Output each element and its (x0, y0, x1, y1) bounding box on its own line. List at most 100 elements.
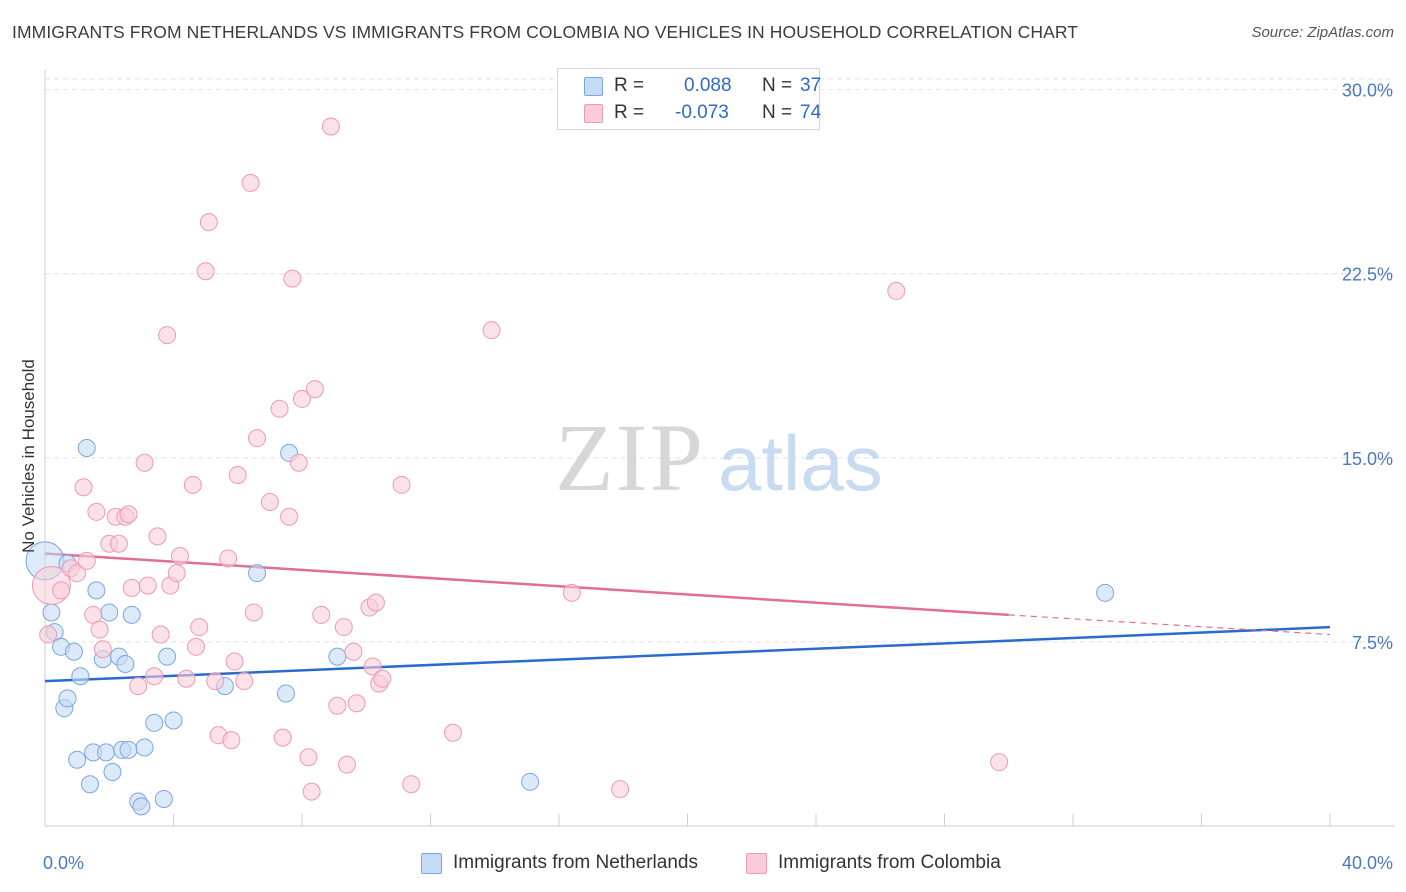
colombia-point (283, 269, 302, 288)
legend-r-label: R = (614, 102, 645, 123)
data-points (25, 117, 1115, 816)
bottom-legend-label: Immigrants from Colombia (778, 852, 1001, 873)
y-tick-label: 7.5% (1352, 633, 1393, 653)
colombia-point (190, 618, 209, 637)
colombia-point (170, 547, 189, 565)
bottom-legend-swatch-colombia (746, 853, 767, 874)
colombia-point (482, 321, 501, 340)
colombia-trend-line (44, 552, 1009, 617)
colombia-point (135, 453, 154, 472)
legend-swatch-netherlands (584, 77, 603, 96)
colombia-point (52, 581, 71, 600)
colombia-point (151, 625, 170, 644)
netherlands-point (97, 743, 116, 762)
colombia-point (280, 507, 299, 526)
y-tick-label: 15.0% (1342, 449, 1393, 469)
netherlands-point (122, 605, 141, 624)
y-tick-label: 30.0% (1342, 81, 1393, 101)
colombia-point (225, 652, 244, 671)
colombia-point (235, 672, 254, 691)
colombia-point (244, 603, 263, 622)
colombia-point (562, 583, 581, 602)
colombia-point (990, 753, 1009, 772)
colombia-point (109, 534, 128, 553)
netherlands-point (521, 772, 540, 791)
netherlands-point (276, 684, 295, 703)
colombia-point (183, 475, 202, 494)
netherlands-point (1096, 583, 1115, 602)
colombia-point (328, 696, 347, 715)
y-tick-label: 22.5% (1342, 265, 1393, 285)
x-tick-label-min: 0.0% (43, 853, 84, 873)
colombia-point (119, 505, 138, 524)
netherlands-point (103, 763, 122, 781)
colombia-point (158, 326, 177, 345)
chart-title: IMMIGRANTS FROM NETHERLANDS VS IMMIGRANT… (12, 22, 1079, 42)
legend-n-value: 74 (800, 102, 822, 123)
watermark-atlas: atlas (718, 419, 883, 507)
chart-source: Source: ZipAtlas.com (1251, 24, 1394, 41)
colombia-trend-extension (1008, 614, 1331, 636)
colombia-point (148, 527, 167, 546)
trend-lines (44, 552, 1331, 683)
netherlands-point (154, 790, 173, 808)
colombia-point (167, 564, 186, 583)
netherlands-point (119, 740, 138, 759)
legend-r-value: -0.073 (675, 102, 729, 123)
colombia-point (90, 620, 109, 639)
colombia-point (347, 694, 366, 713)
colombia-point (363, 657, 382, 676)
bottom-legend-label: Immigrants from Netherlands (453, 852, 698, 873)
legend-n-value: 37 (800, 75, 822, 96)
netherlands-point (132, 797, 151, 816)
colombia-point (443, 723, 462, 742)
axes (44, 70, 1395, 827)
colombia-point (373, 669, 392, 688)
colombia-point (199, 213, 218, 232)
netherlands-point (58, 689, 77, 708)
netherlands-point (68, 750, 87, 769)
netherlands-point (87, 581, 106, 600)
colombia-point (273, 728, 292, 747)
colombia-point (312, 605, 331, 624)
colombia-point (145, 667, 164, 686)
netherlands-point (145, 713, 164, 732)
watermark: ZIP atlas (555, 404, 883, 511)
colombia-point (887, 281, 906, 300)
colombia-point (222, 731, 241, 750)
correlation-legend: R = 0.088 N = 37 R = -0.073 N = 74 (557, 68, 822, 130)
colombia-point (248, 429, 267, 448)
netherlands-point (77, 439, 96, 457)
netherlands-trend-line (44, 625, 1331, 683)
netherlands-point (328, 647, 347, 666)
colombia-point (344, 642, 363, 661)
colombia-point (186, 637, 205, 656)
colombia-point (260, 493, 279, 511)
bottom-legend-swatch-netherlands (421, 853, 442, 874)
netherlands-point (158, 647, 177, 666)
colombia-point (93, 640, 112, 659)
colombia-point (611, 780, 630, 799)
legend-n-label: N = (762, 75, 793, 96)
netherlands-point (135, 738, 154, 757)
netherlands-point (71, 667, 90, 686)
colombia-point (299, 748, 318, 767)
colombia-point (196, 262, 215, 281)
colombia-point (321, 117, 340, 136)
colombia-point (219, 549, 238, 568)
colombia-point (366, 593, 385, 612)
netherlands-point (100, 603, 119, 622)
colombia-point (293, 389, 311, 408)
colombia-point (228, 466, 247, 484)
colombia-point (87, 502, 106, 521)
colombia-point (334, 618, 353, 637)
netherlands-point (80, 775, 99, 794)
netherlands-point (116, 655, 135, 673)
colombia-point (177, 669, 196, 688)
legend-swatch-colombia (584, 104, 603, 123)
colombia-point (241, 173, 260, 192)
colombia-point (302, 782, 321, 801)
colombia-point (270, 399, 289, 418)
y-axis-label: No Vehicles in Household (19, 359, 38, 553)
